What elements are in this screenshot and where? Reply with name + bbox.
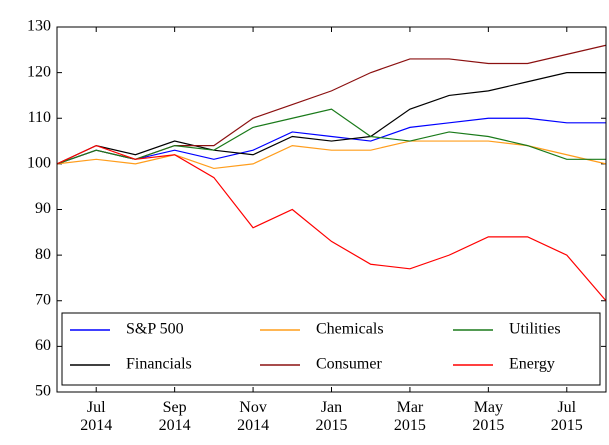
- y-tick-label: 100: [27, 155, 51, 172]
- legend-box: [61, 312, 601, 386]
- series-line: [56, 72, 606, 165]
- series-line: [56, 44, 607, 165]
- x-tick-label: Mar 2015: [394, 399, 426, 434]
- y-tick-label: 120: [27, 63, 51, 80]
- x-tick-label: Jan 2015: [316, 399, 348, 434]
- y-tick-label: 50: [35, 383, 51, 400]
- legend-label: Consumer: [316, 356, 382, 373]
- legend-label: Utilities: [509, 321, 561, 338]
- legend-label: Chemicals: [316, 321, 384, 338]
- legend-label: Financials: [126, 356, 192, 373]
- y-tick-label: 60: [35, 337, 51, 354]
- series-line: [56, 117, 606, 165]
- x-tick-label: Jul 2015: [551, 399, 583, 434]
- y-tick-label: 90: [35, 200, 51, 217]
- series-line: [56, 144, 607, 302]
- legend-label: S&P 500: [126, 321, 184, 338]
- legend-label: Energy: [509, 356, 555, 373]
- series-line: [56, 140, 607, 170]
- x-tick-label: Sep 2014: [159, 399, 191, 434]
- y-tick-label: 110: [28, 109, 51, 126]
- y-tick-label: 130: [27, 18, 51, 35]
- y-tick-label: 80: [35, 246, 51, 263]
- x-tick-label: Nov 2014: [237, 399, 269, 434]
- series-line: [56, 108, 606, 165]
- y-tick-label: 70: [35, 291, 51, 308]
- x-tick-label: May 2015: [472, 399, 504, 434]
- x-tick-label: Jul 2014: [80, 399, 112, 434]
- plot-frame: [56, 26, 607, 393]
